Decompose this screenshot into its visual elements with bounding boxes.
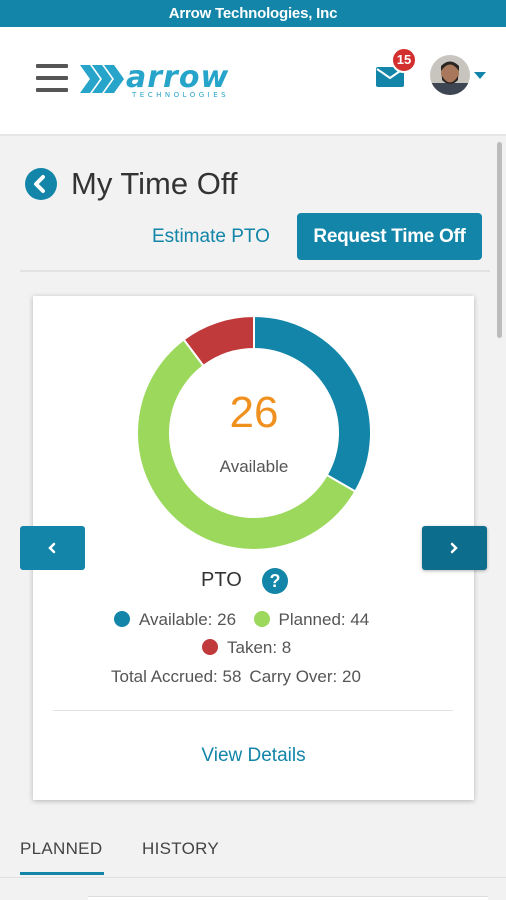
tab-planned[interactable]: PLANNED: [20, 839, 103, 858]
chevron-right-icon: [450, 542, 458, 554]
chevron-left-icon: [48, 542, 56, 554]
company-name: Arrow Technologies, Inc: [168, 5, 338, 22]
active-tab-indicator: [20, 872, 104, 875]
carry-over: Carry Over: 20: [249, 667, 361, 686]
legend-row: Available: 26 Planned: 44: [114, 610, 369, 630]
app-header: arrow TECHNOLOGIES 15: [0, 27, 506, 136]
company-banner: Arrow Technologies, Inc: [0, 0, 506, 27]
available-dot: [114, 611, 130, 627]
page-title: My Time Off: [71, 166, 238, 201]
tab-history[interactable]: HISTORY: [142, 839, 220, 858]
list-row: [88, 896, 488, 900]
card-divider: [53, 710, 453, 711]
svg-text:TECHNOLOGIES: TECHNOLOGIES: [131, 91, 229, 99]
hamburger-menu-icon[interactable]: [36, 64, 68, 92]
taken-dot: [202, 639, 218, 655]
arrow-logo[interactable]: arrow TECHNOLOGIES: [80, 61, 260, 101]
chevron-left-icon: [34, 175, 45, 193]
legend-available: Available: 26: [139, 610, 237, 629]
available-count: 26: [229, 388, 279, 437]
notification-badge: 15: [391, 47, 417, 73]
help-icon[interactable]: ?: [262, 568, 288, 594]
user-avatar[interactable]: [430, 55, 470, 95]
svg-text:arrow: arrow: [126, 61, 229, 95]
legend-planned: Planned: 44: [278, 610, 370, 629]
previous-button[interactable]: [20, 526, 85, 570]
pto-donut-chart: [136, 315, 372, 551]
scrollbar[interactable]: [497, 142, 502, 338]
legend-row: Taken: 8: [202, 638, 291, 658]
request-time-off-button[interactable]: Request Time Off: [297, 213, 482, 260]
divider: [20, 270, 490, 272]
estimate-pto-link[interactable]: Estimate PTO: [152, 226, 270, 247]
next-button[interactable]: [422, 526, 487, 570]
planned-dot: [253, 611, 270, 627]
view-details-link[interactable]: View Details: [201, 745, 306, 766]
tab-bar: PLANNED HISTORY: [0, 830, 506, 878]
donut-slice-planned: [136, 338, 357, 551]
back-button[interactable]: [25, 168, 57, 200]
pto-title: PTO: [201, 569, 242, 591]
caret-down-icon[interactable]: [474, 72, 486, 79]
donut-slice-taken: [182, 315, 255, 368]
legend-taken: Taken: 8: [227, 638, 292, 657]
available-label: Available: [219, 457, 289, 476]
total-accrued: Total Accrued: 58: [111, 667, 242, 686]
totals-row: Total Accrued: 58 Carry Over: 20: [111, 667, 361, 687]
